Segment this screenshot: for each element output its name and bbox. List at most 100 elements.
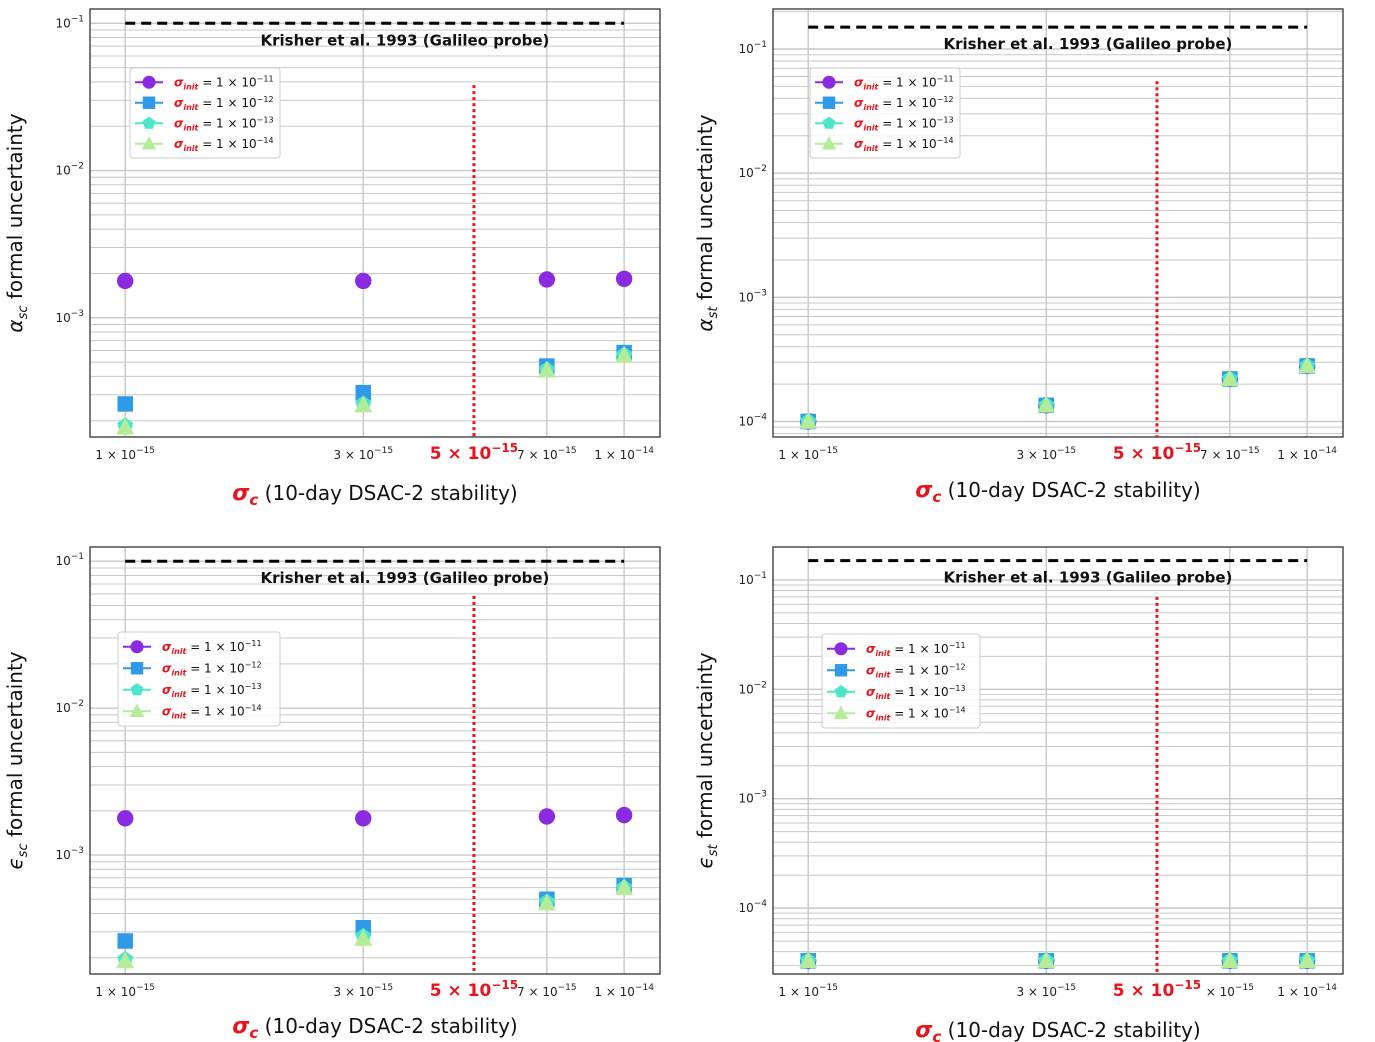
x-tick-label: × 10−15 [1206,983,1254,999]
x-axis-label: σc (10-day DSAC-2 stability) [915,478,1200,506]
y-tick-label: 10−1 [738,571,767,587]
legend-marker [834,685,848,698]
plot-frame [772,546,1344,975]
x-tick-label: 1 × 10−15 [778,446,838,462]
reference-label: Krisher et al. 1993 (Galileo probe) [261,569,550,587]
legend-label: σinit = 1 × 10−14 [162,703,262,720]
legend-marker [130,662,144,675]
series-neg14 [116,345,634,435]
legend-box [821,633,981,729]
legend-label: σinit = 1 × 10−12 [174,95,274,112]
legend-marker [130,640,144,654]
legend-entry: σinit = 1 × 10−14 [123,703,262,720]
y-tick-label: 10−2 [55,699,84,715]
x-tick-label: 1 × 10−15 [778,983,838,999]
stability-marker-label: 5 × 10−15 [430,441,518,464]
plot-frame [89,546,661,975]
y-axis-label: αst formal uncertainty [693,114,721,331]
y-tick-label: 10−3 [55,846,84,862]
legend-entry: σinit = 1 × 10−11 [135,74,274,91]
y-axis-label: αsc formal uncertainty [3,113,31,332]
reference-label: Krisher et al. 1993 (Galileo probe) [944,35,1233,53]
x-tick-label: 1 × 10−14 [1277,983,1337,999]
x-tick-label: 1 × 10−15 [95,983,155,999]
legend-marker [821,136,837,150]
legend-entry: σinit = 1 × 10−13 [827,684,966,701]
x-tick-label: 7 × 10−15 [517,983,577,999]
reference-label: Krisher et al. 1993 (Galileo probe) [944,569,1233,587]
legend-entry: σinit = 1 × 10−12 [135,95,274,112]
legend-marker [130,683,144,696]
y-tick-label: 10−4 [738,899,767,915]
data-point [117,396,133,412]
legend-label: σinit = 1 × 10−12 [866,662,966,679]
x-tick-label: 7 × 10−15 [1200,446,1260,462]
grid [90,547,660,974]
x-tick-label: 3 × 10−15 [333,983,393,999]
data-point [1220,369,1239,387]
stability-marker-label: 5 × 10−15 [1113,978,1201,1001]
x-tick-label: 3 × 10−15 [1016,446,1076,462]
series-neg11 [800,357,1316,430]
data-point [355,272,372,290]
legend-label: σinit = 1 × 10−14 [174,136,274,153]
data-point [537,893,556,911]
data-point [117,933,133,949]
legend-marker [142,96,156,109]
data-point [117,272,134,290]
legend-marker [822,96,836,109]
legend-entry: σinit = 1 × 10−12 [123,660,262,677]
legend-label: σinit = 1 × 10−13 [866,684,966,701]
data-point [1037,951,1056,969]
data-point [116,417,135,435]
legend: σinit = 1 × 10−11 σinit = 1 × 10−12 σinit … [809,67,961,159]
legend-entry: σinit = 1 × 10−14 [815,136,954,153]
legend-entry: σinit = 1 × 10−11 [827,641,966,658]
data-point [117,810,134,827]
legend: σinit = 1 × 10−11 σinit = 1 × 10−12 σinit … [129,67,281,159]
legend-box [809,67,961,159]
data-point [615,270,633,287]
y-tick-label: 10−2 [738,164,767,180]
legend-entry: σinit = 1 × 10−11 [123,639,262,656]
series-neg14 [799,951,1317,969]
y-tick-label: 10−3 [55,309,84,325]
x-tick-label: 1 × 10−14 [1277,446,1337,462]
stability-marker-label: 5 × 10−15 [430,978,518,1001]
data-point [538,271,556,288]
x-tick-label: 3 × 10−15 [333,446,393,462]
y-tick-label: 10−3 [738,790,767,806]
x-tick-label: 1 × 10−14 [594,983,654,999]
reference-label: Krisher et al. 1993 (Galileo probe) [261,31,550,49]
grid [773,546,1343,974]
series-neg12 [117,344,632,412]
series-neg12 [800,358,1315,430]
series-neg11 [117,806,633,827]
chart-panel-bottom-left: Krisher et al. 1993 (Galileo probe) 1 × 1… [3,546,661,1042]
series-neg11 [117,270,633,290]
x-tick-label: 1 × 10−14 [594,446,654,462]
legend-label: σinit = 1 × 10−11 [162,639,262,656]
legend-entry: σinit = 1 × 10−13 [135,115,274,132]
x-axis-label: σc (10-day DSAC-2 stability) [232,481,517,509]
y-tick-label: 10−4 [738,412,767,428]
legend: σinit = 1 × 10−11 σinit = 1 × 10−12 σinit … [821,633,981,729]
legend-entry: σinit = 1 × 10−12 [815,95,954,112]
data-point [615,345,634,363]
y-tick-label: 10−1 [55,552,84,568]
legend-marker [833,705,849,720]
data-point [538,808,556,825]
series-neg13 [117,346,633,433]
legend-label: σinit = 1 × 10−14 [866,705,966,722]
legend-label: σinit = 1 × 10−13 [174,115,274,132]
series-neg13 [117,879,633,967]
legend-marker [142,116,156,129]
y-tick-label: 10−2 [55,162,84,178]
legend-label: σinit = 1 × 10−13 [854,115,954,132]
legend-label: σinit = 1 × 10−12 [854,95,954,112]
y-tick-label: 10−1 [55,14,84,30]
legend-marker [142,75,156,89]
legend-entry: σinit = 1 × 10−13 [123,682,262,699]
stability-marker-label: 5 × 10−15 [1113,441,1201,464]
data-point [354,928,373,946]
